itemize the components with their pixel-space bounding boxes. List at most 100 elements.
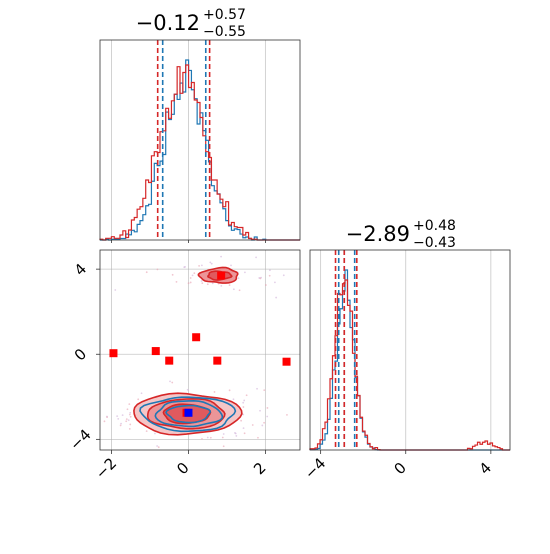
sample-point xyxy=(114,289,117,291)
sample-point xyxy=(200,264,203,267)
sample-point xyxy=(120,422,122,425)
sample-point xyxy=(117,418,120,420)
sample-point xyxy=(200,280,203,282)
histogram-series-red xyxy=(309,279,510,451)
sample-point xyxy=(189,277,192,279)
sample-point xyxy=(128,403,131,406)
red-square-marker xyxy=(213,356,222,365)
histogram-series-blue xyxy=(309,269,510,451)
sample-point xyxy=(157,446,160,449)
sample-point xyxy=(198,264,200,267)
sample-point xyxy=(137,398,140,401)
sample-point xyxy=(171,381,174,384)
sample-point xyxy=(201,282,204,285)
sample-point xyxy=(266,415,269,418)
sample-point xyxy=(125,420,128,423)
sample-point xyxy=(266,407,269,409)
sample-point xyxy=(145,271,148,274)
sample-point xyxy=(169,380,171,383)
sample-point xyxy=(282,274,285,277)
contour-frame xyxy=(99,249,301,451)
sample-point xyxy=(128,413,131,416)
histogram-panel-top: −0.12 +0.57 −0.55 xyxy=(99,7,301,243)
top-histogram-title-minus: −0.55 xyxy=(203,24,246,40)
sample-point xyxy=(235,435,238,437)
sample-point xyxy=(126,408,129,411)
sample-point xyxy=(257,436,259,439)
sample-point xyxy=(242,401,245,404)
sample-point xyxy=(221,436,224,439)
sample-point xyxy=(263,421,266,424)
sample-point xyxy=(220,255,222,258)
sample-point xyxy=(275,296,278,299)
sample-point xyxy=(121,414,124,417)
sample-point xyxy=(213,391,216,393)
sample-point xyxy=(228,284,231,287)
sample-point xyxy=(201,437,203,440)
sample-point xyxy=(251,424,254,426)
sample-point xyxy=(243,399,246,402)
sample-point xyxy=(256,387,258,390)
sample-point xyxy=(184,265,186,268)
contour-xtick-label: 0 xyxy=(173,459,192,478)
top-histogram-title-value: −0.12 xyxy=(136,11,200,35)
contour-ytick-label: −4 xyxy=(66,426,94,454)
red-square-marker xyxy=(151,347,160,356)
sample-point xyxy=(209,436,212,439)
sample-point xyxy=(232,398,235,401)
blue-square-marker xyxy=(184,408,193,417)
sample-point xyxy=(228,389,231,392)
sample-point xyxy=(268,274,271,277)
sample-point xyxy=(193,272,196,275)
sample-point xyxy=(243,432,246,435)
red-square-marker xyxy=(192,333,201,342)
contour-blue-level xyxy=(154,399,224,428)
red-square-marker xyxy=(109,349,118,358)
sample-point xyxy=(242,427,245,430)
sample-point xyxy=(265,284,267,286)
bottom-histogram-title-plus: +0.48 xyxy=(413,218,456,234)
bottom-histogram-xtick-label: 0 xyxy=(390,459,409,478)
sample-point xyxy=(237,277,240,280)
red-square-marker xyxy=(282,357,291,366)
contour-xtick-label: 2 xyxy=(250,459,269,478)
bottom-histogram-title-value: −2.89 xyxy=(346,222,410,246)
red-square-marker xyxy=(217,271,226,280)
sample-point xyxy=(206,436,209,439)
sample-point xyxy=(175,280,178,283)
sample-point xyxy=(261,424,264,427)
bottom-histogram-frame xyxy=(309,249,511,451)
sample-point xyxy=(259,409,261,412)
sample-point xyxy=(140,392,143,395)
sample-point xyxy=(129,423,132,426)
sample-point xyxy=(127,419,130,422)
sample-point xyxy=(125,418,128,420)
sample-point xyxy=(240,419,243,422)
sample-point xyxy=(189,281,192,284)
histogram-series-blue xyxy=(100,59,300,241)
bottom-histogram-xtick-label: −4 xyxy=(301,454,329,482)
sample-point xyxy=(128,427,131,430)
sample-point xyxy=(211,282,214,285)
contour-blue-level xyxy=(139,396,237,433)
sample-point xyxy=(129,415,132,418)
sample-point xyxy=(255,256,257,259)
histogram-panel-bottom: −4 0 4 −2.89 +0.48 −0.43 xyxy=(301,218,511,483)
contour-panel: −2 0 2 −4 0 4 xyxy=(66,249,301,483)
sample-point xyxy=(263,389,266,391)
sample-point xyxy=(286,413,288,416)
sample-point xyxy=(259,277,262,280)
sample-point xyxy=(242,413,245,416)
sample-point xyxy=(269,269,271,272)
sample-point xyxy=(209,261,212,264)
sample-point xyxy=(222,433,225,435)
red-square-marker xyxy=(165,356,174,365)
sample-point xyxy=(156,268,159,271)
sample-point xyxy=(206,283,209,286)
sample-point xyxy=(222,445,225,448)
sample-point xyxy=(156,445,159,447)
sample-point xyxy=(106,416,108,419)
sample-point xyxy=(119,424,122,427)
